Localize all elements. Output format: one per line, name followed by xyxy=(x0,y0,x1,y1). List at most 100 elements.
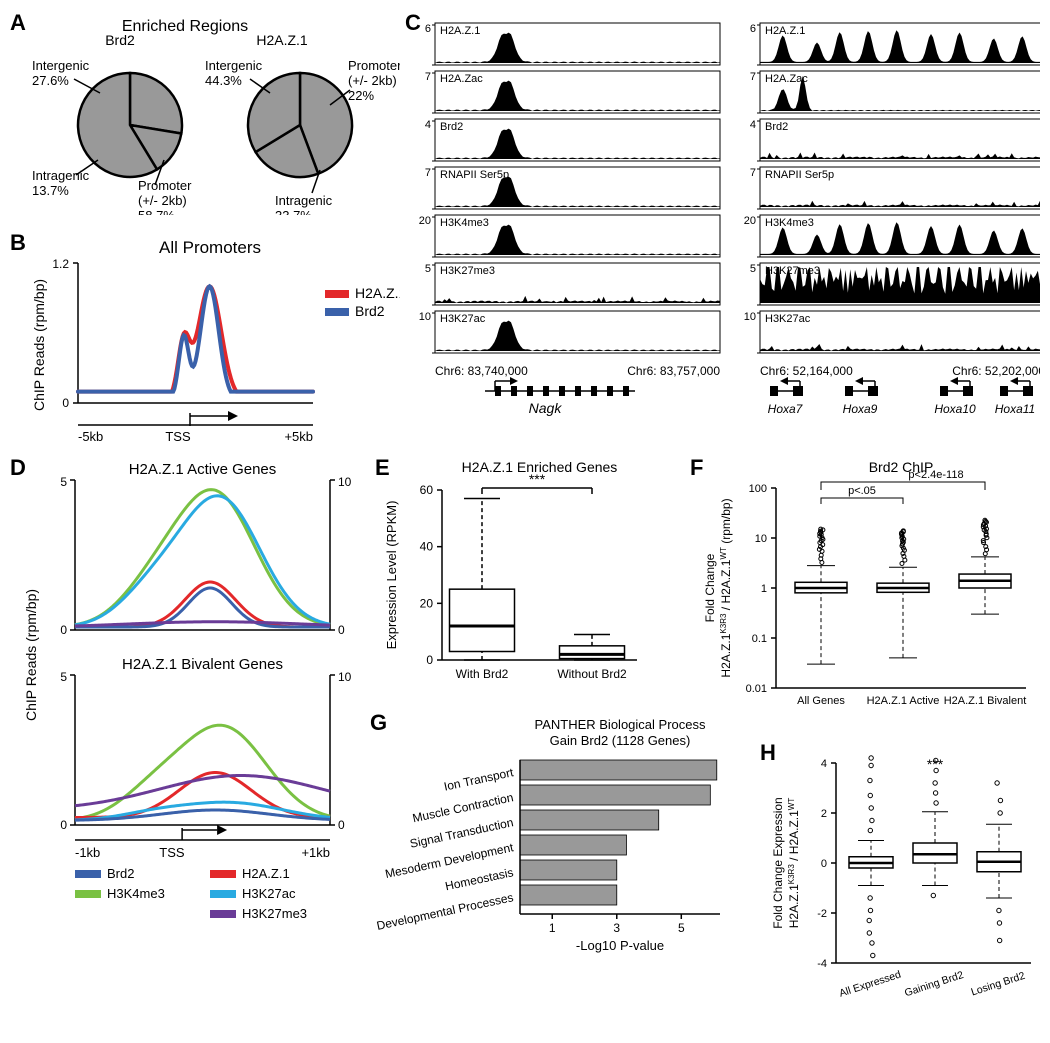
legend-h2az1: H2A.Z.1 xyxy=(355,285,400,301)
svg-text:0: 0 xyxy=(60,818,67,832)
panel-e-svg: H2A.Z.1 Enriched GenesExpression Level (… xyxy=(380,460,670,700)
pie2-val-intergenic: 44.3% xyxy=(205,73,242,88)
pie2-val-intragenic: 33.7% xyxy=(275,208,312,215)
pie2-lbl-promoter: Promoter xyxy=(348,58,400,73)
pie2-val-promoter-b: 22% xyxy=(348,88,374,103)
svg-text:H2A.Z.1K3R3 / H2A.Z.1WT: H2A.Z.1K3R3 / H2A.Z.1WT xyxy=(787,798,801,929)
svg-text:H2A.Z.1 Active Genes: H2A.Z.1 Active Genes xyxy=(129,461,277,478)
panel-b-xl: -5kb xyxy=(78,429,103,444)
panel-b-title: All Promoters xyxy=(159,238,261,257)
svg-text:ChIP Reads (rpm/bp): ChIP Reads (rpm/bp) xyxy=(23,589,39,721)
pie1-name: Brd2 xyxy=(105,32,135,48)
panel-b-label: B xyxy=(10,230,26,256)
svg-text:H2A.Zac: H2A.Zac xyxy=(440,73,483,85)
svg-text:H3K4me3: H3K4me3 xyxy=(765,217,814,229)
svg-text:H2A.Z.1 Bivalent: H2A.Z.1 Bivalent xyxy=(944,695,1027,707)
svg-text:5: 5 xyxy=(750,263,756,275)
pie2-name: H2A.Z.1 xyxy=(256,32,308,48)
svg-text:10: 10 xyxy=(744,311,756,323)
panel-h-svg: Fold Change ExpressionH2A.Z.1K3R3 / H2A.… xyxy=(768,745,1043,1030)
panel-c-svg: H2A.Z.1 6 H2A.Zac 7 Brd2 4 RNAPII Ser5p 7 H3K4me… xyxy=(410,18,1040,453)
panel-b-svg: All Promoters ChIP Reads (rpm/bp) 1.2 0 … xyxy=(30,235,400,445)
svg-text:Brd2: Brd2 xyxy=(765,121,788,133)
svg-text:Homeostasis: Homeostasis xyxy=(444,865,515,893)
svg-text:10: 10 xyxy=(419,311,431,323)
pie2-lbl-intragenic: Intragenic xyxy=(275,193,333,208)
svg-text:Fold Change Expression: Fold Change Expression xyxy=(771,797,785,928)
svg-text:20: 20 xyxy=(420,596,434,610)
panel-d-svg: H2A.Z.1 Active Genes 5 0 10 0 H2A.Z.1 Bivalen… xyxy=(20,460,370,1020)
svg-text:7: 7 xyxy=(750,71,756,83)
svg-text:H3K27ac: H3K27ac xyxy=(242,886,296,901)
svg-text:Hoxa7: Hoxa7 xyxy=(768,402,804,416)
svg-text:H2A.Z.1: H2A.Z.1 xyxy=(765,25,805,37)
legend-brd2: Brd2 xyxy=(355,303,385,319)
svg-text:-1kb: -1kb xyxy=(75,845,100,860)
panel-b-xr: +5kb xyxy=(284,429,313,444)
svg-text:2: 2 xyxy=(821,808,827,820)
pie1-val-intergenic: 27.6% xyxy=(32,73,69,88)
svg-text:H3K4me3: H3K4me3 xyxy=(107,886,165,901)
svg-text:40: 40 xyxy=(420,540,434,554)
pie2-lbl-intergenic: Intergenic xyxy=(205,58,263,73)
svg-text:PANTHER Biological Process: PANTHER Biological Process xyxy=(535,717,706,732)
svg-text:4: 4 xyxy=(821,758,827,770)
panel-a-svg: Enriched Regions Brd2 Intergenic 27.6% I… xyxy=(30,15,400,215)
svg-text:Hoxa9: Hoxa9 xyxy=(843,402,878,416)
svg-text:6: 6 xyxy=(425,23,431,35)
svg-text:Developmental Processes: Developmental Processes xyxy=(375,890,514,933)
svg-text:0.1: 0.1 xyxy=(752,633,767,645)
svg-text:+1kb: +1kb xyxy=(301,845,330,860)
svg-text:All Expressed: All Expressed xyxy=(838,968,903,999)
panel-a-label: A xyxy=(10,10,26,36)
figure-root: A Enriched Regions Brd2 Intergenic 27.6%… xyxy=(10,10,1040,1033)
svg-text:Brd2: Brd2 xyxy=(440,121,463,133)
svg-text:0: 0 xyxy=(821,858,827,870)
svg-text:H3K27me3: H3K27me3 xyxy=(440,265,495,277)
svg-text:0.01: 0.01 xyxy=(746,683,767,695)
svg-text:6: 6 xyxy=(750,23,756,35)
svg-text:Gain Brd2 (1128 Genes): Gain Brd2 (1128 Genes) xyxy=(550,733,691,748)
svg-text:Chr6: 83,740,000: Chr6: 83,740,000 xyxy=(435,364,528,378)
svg-text:Ion Transport: Ion Transport xyxy=(443,765,516,794)
panel-b-ytick-top: 1.2 xyxy=(52,257,69,271)
svg-text:1: 1 xyxy=(761,583,767,595)
svg-text:-4: -4 xyxy=(817,958,827,970)
svg-text:Hoxa11: Hoxa11 xyxy=(995,402,1035,416)
svg-text:10: 10 xyxy=(755,533,767,545)
svg-text:60: 60 xyxy=(420,483,434,497)
svg-text:p<.05: p<.05 xyxy=(848,485,876,497)
panel-b-ytick-bot: 0 xyxy=(62,396,69,410)
svg-text:5: 5 xyxy=(60,670,67,684)
svg-text:RNAPII Ser5p: RNAPII Ser5p xyxy=(765,169,834,181)
pie2-val-promoter-a: (+/- 2kb) xyxy=(348,73,397,88)
svg-text:H2A.Z.1 Bivalent Genes: H2A.Z.1 Bivalent Genes xyxy=(122,656,283,673)
svg-text:H3K4me3: H3K4me3 xyxy=(440,217,489,229)
svg-text:H2A.Z.1: H2A.Z.1 xyxy=(440,25,480,37)
svg-text:Losing Brd2: Losing Brd2 xyxy=(970,970,1027,999)
svg-text:H3K27me3: H3K27me3 xyxy=(242,906,307,921)
svg-text:7: 7 xyxy=(425,167,431,179)
svg-text:***: *** xyxy=(927,756,944,772)
svg-text:3: 3 xyxy=(613,921,620,935)
svg-text:5: 5 xyxy=(60,475,67,489)
pie1-val-promoter-b: 58.7% xyxy=(138,208,175,215)
svg-text:0: 0 xyxy=(60,623,67,637)
svg-text:H2A.Z.1K3R3 / H2A.Z.1WT (rpm/b: H2A.Z.1K3R3 / H2A.Z.1WT (rpm/bp) xyxy=(719,498,733,677)
svg-text:5: 5 xyxy=(425,263,431,275)
svg-text:5: 5 xyxy=(678,921,685,935)
svg-text:7: 7 xyxy=(425,71,431,83)
pie1-lbl-promoter: Promoter xyxy=(138,178,192,193)
svg-text:p<2.4e-118: p<2.4e-118 xyxy=(908,469,963,481)
svg-text:Chr6: 83,757,000: Chr6: 83,757,000 xyxy=(627,364,720,378)
svg-text:0: 0 xyxy=(338,623,345,637)
svg-text:TSS: TSS xyxy=(159,845,185,860)
svg-text:Chr6: 52,202,000: Chr6: 52,202,000 xyxy=(952,364,1040,378)
svg-text:Fold Change: Fold Change xyxy=(703,553,717,622)
pie1-val-promoter-a: (+/- 2kb) xyxy=(138,193,187,208)
svg-text:4: 4 xyxy=(750,119,756,131)
svg-text:20: 20 xyxy=(744,215,756,227)
svg-text:10: 10 xyxy=(338,475,352,489)
svg-text:All Genes: All Genes xyxy=(797,695,845,707)
svg-text:H3K27ac: H3K27ac xyxy=(765,313,811,325)
